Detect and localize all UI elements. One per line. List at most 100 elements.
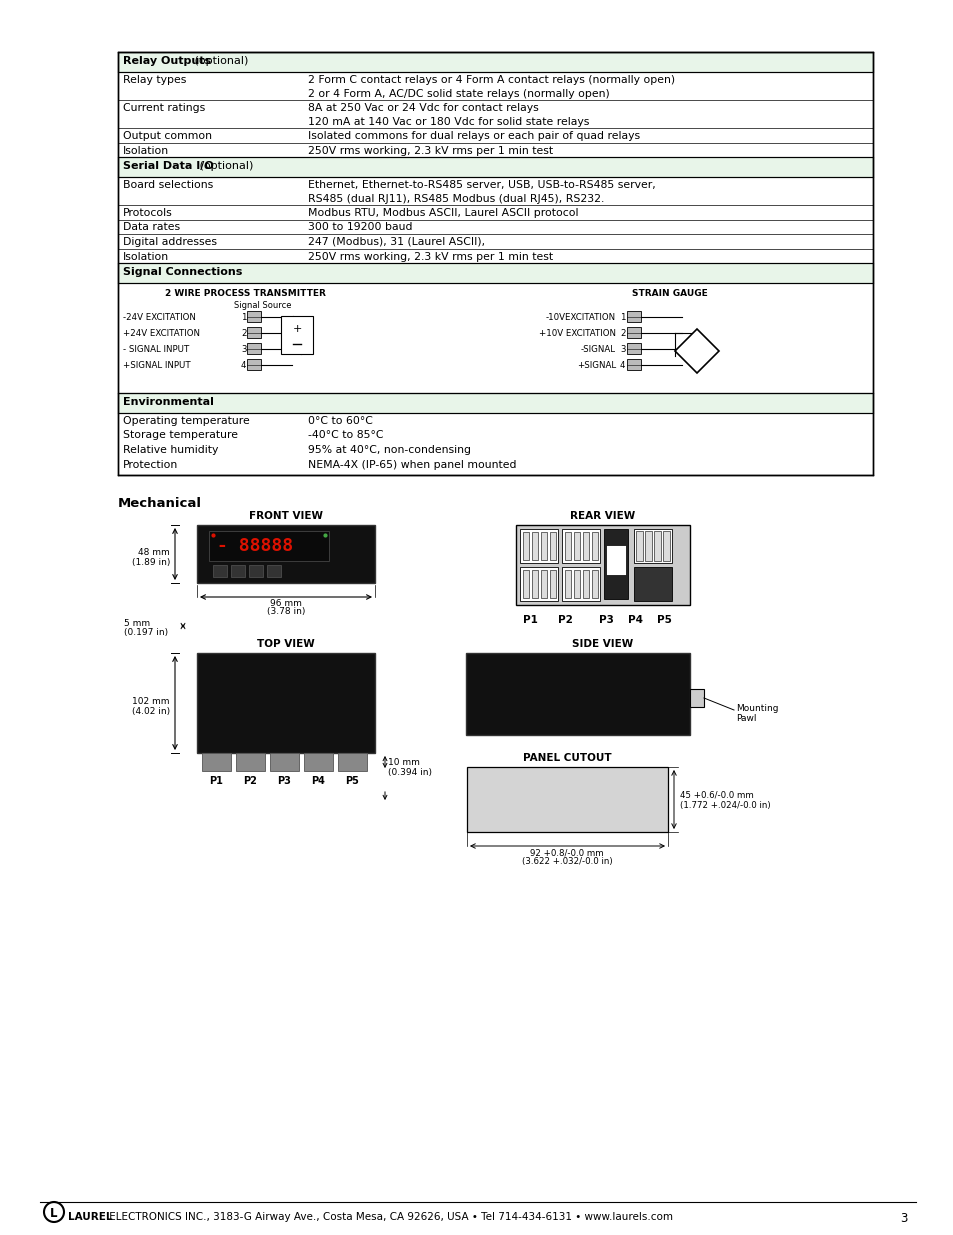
Bar: [522, 571, 529, 598]
Text: +SIGNAL: +SIGNAL: [577, 361, 616, 370]
Text: Environmental: Environmental: [123, 396, 213, 408]
Text: Output common: Output common: [123, 131, 212, 141]
Text: TOP VIEW: TOP VIEW: [257, 638, 314, 650]
Text: Modbus RTU, Modbus ASCII, Laurel ASCII protocol: Modbus RTU, Modbus ASCII, Laurel ASCII p…: [308, 207, 578, 219]
Bar: [634, 567, 671, 601]
Text: Protocols: Protocols: [123, 207, 172, 219]
Text: +10V EXCITATION: +10V EXCITATION: [538, 329, 616, 338]
Text: 95% at 40°C, non-condensing: 95% at 40°C, non-condensing: [308, 445, 471, 454]
Text: 3: 3: [619, 345, 625, 354]
Text: 45 +0.6/-0.0 mm
(1.772 +.024/-0.0 in): 45 +0.6/-0.0 mm (1.772 +.024/-0.0 in): [679, 790, 770, 810]
Text: P1: P1: [209, 776, 223, 785]
Bar: [592, 571, 598, 598]
Text: Digital addresses: Digital addresses: [123, 237, 216, 247]
Bar: [522, 532, 529, 559]
Text: 102 mm
(4.02 in): 102 mm (4.02 in): [132, 697, 170, 716]
Text: Mechanical: Mechanical: [118, 496, 202, 510]
Text: ELECTRONICS INC., 3183-G Airway Ave., Costa Mesa, CA 92626, USA • Tel 714-434-61: ELECTRONICS INC., 3183-G Airway Ave., Co…: [106, 1212, 672, 1221]
Text: P5: P5: [345, 776, 358, 785]
Text: 2: 2: [241, 329, 246, 338]
Text: LAUREL: LAUREL: [68, 1212, 112, 1221]
Bar: [574, 532, 579, 559]
Text: 5 mm: 5 mm: [124, 619, 150, 629]
Text: 3: 3: [241, 345, 246, 354]
Text: STRAIN GAUGE: STRAIN GAUGE: [632, 289, 707, 298]
Text: 96 mm: 96 mm: [270, 599, 301, 608]
Text: Data rates: Data rates: [123, 222, 180, 232]
Bar: [644, 531, 651, 561]
Text: +: +: [292, 324, 301, 333]
Bar: [603, 529, 627, 599]
Text: 2: 2: [619, 329, 625, 338]
Text: 120 mA at 140 Vac or 180 Vdc for solid state relays: 120 mA at 140 Vac or 180 Vdc for solid s…: [308, 117, 589, 127]
Text: (optional): (optional): [195, 161, 253, 170]
Bar: [654, 531, 660, 561]
Text: -SIGNAL: -SIGNAL: [580, 345, 616, 354]
Bar: [626, 343, 640, 354]
Text: (3.78 in): (3.78 in): [267, 606, 305, 616]
Bar: [636, 531, 642, 561]
Text: RS485 (dual RJ11), RS485 Modbus (dual RJ45), RS232.: RS485 (dual RJ11), RS485 Modbus (dual RJ…: [308, 194, 604, 204]
Text: FRONT VIEW: FRONT VIEW: [249, 511, 323, 521]
Text: 4: 4: [241, 361, 246, 370]
Text: -24V EXCITATION: -24V EXCITATION: [123, 312, 195, 322]
Text: 8A at 250 Vac or 24 Vdc for contact relays: 8A at 250 Vac or 24 Vdc for contact rela…: [308, 103, 538, 112]
Bar: [196, 653, 375, 753]
Bar: [118, 157, 872, 177]
Bar: [465, 653, 689, 735]
Bar: [235, 753, 265, 771]
Bar: [247, 327, 261, 338]
Text: P3: P3: [276, 776, 291, 785]
Bar: [281, 316, 313, 354]
Bar: [247, 343, 261, 354]
Text: 250V rms working, 2.3 kV rms per 1 min test: 250V rms working, 2.3 kV rms per 1 min t…: [308, 146, 553, 156]
Bar: [561, 567, 599, 601]
Text: PANEL CUTOUT: PANEL CUTOUT: [522, 753, 611, 763]
Bar: [662, 531, 669, 561]
Bar: [582, 532, 588, 559]
Text: Current ratings: Current ratings: [123, 103, 205, 112]
Bar: [519, 567, 558, 601]
Text: Board selections: Board selections: [123, 180, 213, 190]
Text: 2 Form C contact relays or 4 Form A contact relays (normally open): 2 Form C contact relays or 4 Form A cont…: [308, 75, 675, 85]
Text: P4: P4: [311, 776, 325, 785]
Bar: [247, 311, 261, 322]
Bar: [550, 571, 556, 598]
Bar: [689, 689, 703, 706]
Bar: [540, 532, 546, 559]
Text: Protection: Protection: [123, 459, 178, 469]
Text: 48 mm
(1.89 in): 48 mm (1.89 in): [132, 548, 170, 567]
Bar: [519, 529, 558, 563]
Bar: [247, 359, 261, 370]
Bar: [118, 52, 872, 72]
Text: 92 +0.8/-0.0 mm: 92 +0.8/-0.0 mm: [530, 848, 603, 857]
Text: (0.197 in): (0.197 in): [124, 629, 168, 637]
Text: Serial Data I/O: Serial Data I/O: [123, 161, 213, 170]
Text: P4: P4: [628, 615, 643, 625]
Text: P3: P3: [598, 615, 613, 625]
Polygon shape: [675, 329, 719, 373]
Text: -40°C to 85°C: -40°C to 85°C: [308, 431, 383, 441]
Bar: [202, 753, 231, 771]
Text: - SIGNAL INPUT: - SIGNAL INPUT: [123, 345, 189, 354]
Bar: [270, 753, 298, 771]
Bar: [561, 529, 599, 563]
Text: 300 to 19200 baud: 300 to 19200 baud: [308, 222, 412, 232]
Text: Isolation: Isolation: [123, 252, 169, 262]
Text: P1: P1: [522, 615, 537, 625]
Text: 3: 3: [900, 1212, 907, 1225]
Text: 1: 1: [241, 312, 246, 322]
Text: SIDE VIEW: SIDE VIEW: [572, 638, 633, 650]
Text: - 88888: - 88888: [216, 537, 293, 555]
Text: 10 mm
(0.394 in): 10 mm (0.394 in): [388, 758, 432, 777]
Text: +SIGNAL INPUT: +SIGNAL INPUT: [123, 361, 191, 370]
Text: P5: P5: [656, 615, 671, 625]
Text: (optional): (optional): [191, 56, 248, 65]
Text: 247 (Modbus), 31 (Laurel ASCII),: 247 (Modbus), 31 (Laurel ASCII),: [308, 237, 485, 247]
Text: L: L: [51, 1207, 58, 1220]
Text: Relay Outputs: Relay Outputs: [123, 56, 211, 65]
Bar: [467, 767, 667, 832]
Text: REAR VIEW: REAR VIEW: [570, 511, 635, 521]
Bar: [574, 571, 579, 598]
Text: P2: P2: [557, 615, 572, 625]
